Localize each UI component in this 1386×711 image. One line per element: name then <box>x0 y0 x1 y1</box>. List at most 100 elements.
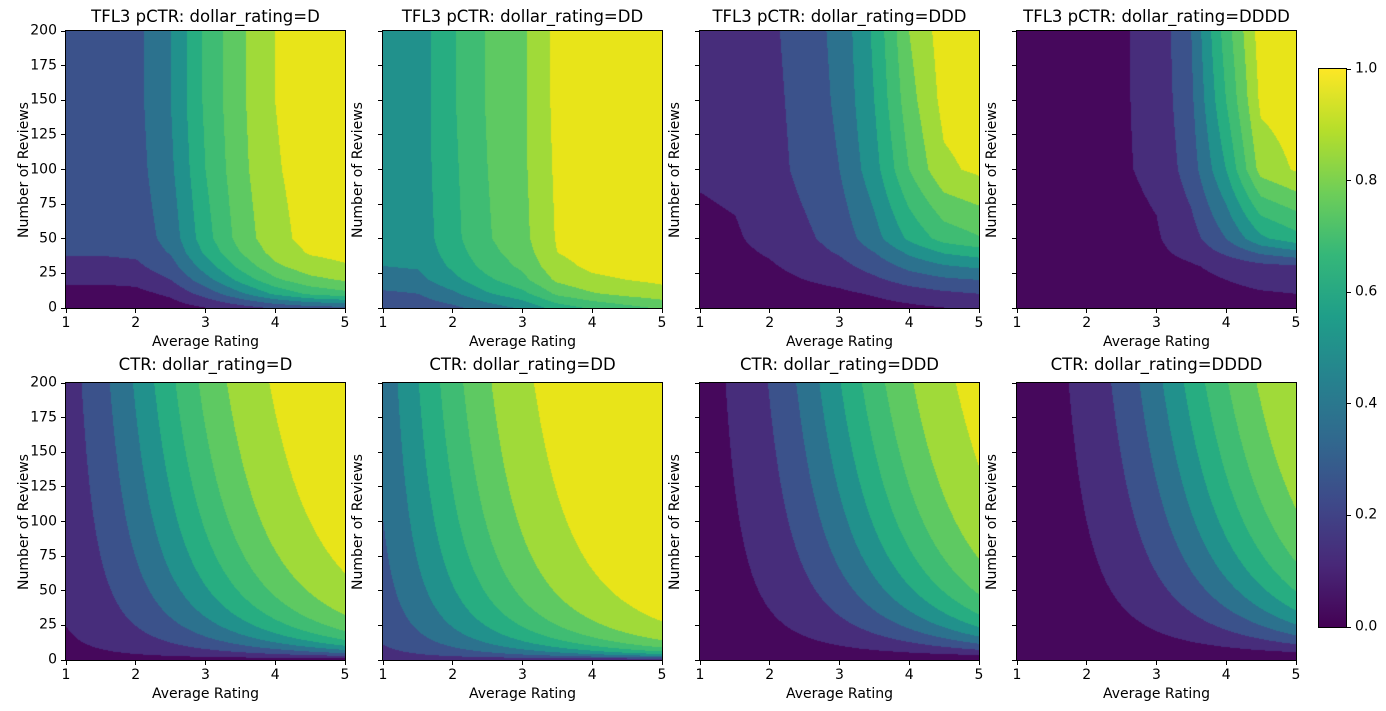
y-axis-label: Number of Reviews <box>984 101 1000 238</box>
y-tick-mark <box>61 624 65 626</box>
y-tick-mark <box>1012 382 1016 384</box>
x-tick-mark <box>1295 309 1297 313</box>
contour-plot-ctr-panel-3 <box>1016 382 1297 661</box>
y-tick-mark <box>1012 555 1016 557</box>
x-tick-label: 3 <box>1152 315 1161 331</box>
y-tick-mark <box>695 99 699 101</box>
x-tick-label: 4 <box>904 667 914 683</box>
y-tick-mark <box>1012 417 1016 419</box>
subplot-title: TFL3 pCTR: dollar_rating=DDD <box>712 7 967 26</box>
x-tick-label: 2 <box>131 667 141 683</box>
x-tick-label: 5 <box>657 315 667 331</box>
y-tick-mark <box>61 451 65 453</box>
y-tick-mark <box>1012 99 1016 101</box>
colorbar-tick-mark <box>1347 514 1351 516</box>
y-tick-mark <box>695 30 699 32</box>
y-tick-mark <box>695 307 699 309</box>
y-tick-mark <box>61 555 65 557</box>
x-tick-label: 2 <box>131 315 141 331</box>
subplot-title: TFL3 pCTR: dollar_rating=DD <box>401 7 644 26</box>
y-axis-label: Number of Reviews <box>350 453 366 590</box>
y-tick-mark <box>378 521 382 522</box>
y-tick-mark <box>378 417 382 419</box>
colorbar-tick-label: 0.4 <box>1355 395 1378 412</box>
y-tick-mark <box>61 203 65 205</box>
x-tick-label: 1 <box>378 667 388 683</box>
y-tick-mark <box>378 169 382 170</box>
y-tick-label: 175 <box>30 409 57 426</box>
y-tick-label: 100 <box>30 161 57 177</box>
contour-plot-ctr-panel-1 <box>382 382 663 661</box>
y-tick-mark <box>61 417 65 419</box>
y-tick-mark <box>1012 486 1016 488</box>
y-tick-mark <box>1012 203 1016 205</box>
x-tick-mark <box>661 309 663 313</box>
y-tick-mark <box>695 521 699 522</box>
y-tick-mark <box>61 521 65 522</box>
y-tick-mark <box>61 272 65 274</box>
y-axis-label: Number of Reviews <box>16 101 32 238</box>
y-tick-mark <box>1012 451 1016 453</box>
x-tick-mark <box>1016 309 1018 313</box>
x-tick-label: 4 <box>1221 315 1231 331</box>
subplot-title: TFL3 pCTR: dollar_rating=D <box>91 7 320 26</box>
x-tick-mark <box>522 661 523 665</box>
y-tick-label: 125 <box>30 478 57 495</box>
y-tick-mark <box>378 590 382 592</box>
x-tick-mark <box>1225 661 1227 665</box>
y-tick-label: 150 <box>30 443 57 460</box>
y-tick-mark <box>378 451 382 453</box>
y-tick-label: 25 <box>39 616 57 633</box>
y-tick-mark <box>1012 307 1016 309</box>
x-tick-label: 5 <box>1291 315 1301 331</box>
y-tick-mark <box>1012 590 1016 592</box>
x-tick-label: 2 <box>765 315 775 331</box>
x-tick-label: 3 <box>1152 667 1161 683</box>
y-tick-mark <box>695 238 699 240</box>
y-tick-mark <box>695 624 699 626</box>
y-tick-mark <box>61 486 65 488</box>
x-tick-label: 2 <box>448 667 458 683</box>
subplot-title: CTR: dollar_rating=DDDD <box>1050 355 1263 374</box>
x-tick-mark <box>591 661 593 665</box>
y-tick-mark <box>61 65 65 67</box>
x-tick-label: 1 <box>61 667 71 683</box>
x-tick-label: 1 <box>61 315 71 331</box>
x-tick-mark <box>699 309 701 313</box>
y-tick-mark <box>378 555 382 557</box>
y-tick-mark <box>695 659 699 661</box>
subplot-title: CTR: dollar_rating=D <box>118 355 293 374</box>
x-tick-mark <box>769 309 771 313</box>
x-tick-mark <box>382 661 384 665</box>
x-tick-label: 4 <box>587 315 597 331</box>
x-tick-mark <box>65 661 67 665</box>
x-tick-mark <box>452 309 454 313</box>
colorbar-tick-mark <box>1347 68 1351 70</box>
y-tick-mark <box>695 169 699 170</box>
y-tick-mark <box>695 382 699 384</box>
y-tick-mark <box>378 65 382 67</box>
y-tick-mark <box>378 307 382 309</box>
y-tick-mark <box>1012 521 1016 522</box>
x-tick-label: 5 <box>974 315 984 331</box>
x-axis-label: Average Rating <box>151 334 260 350</box>
x-tick-mark <box>699 661 701 665</box>
x-tick-label: 4 <box>270 315 280 331</box>
y-tick-mark <box>1012 65 1016 67</box>
contour-plot-tfl3-panel-1 <box>382 30 663 309</box>
y-tick-mark <box>378 272 382 274</box>
x-tick-mark <box>839 309 840 313</box>
y-tick-label: 150 <box>30 91 57 108</box>
y-tick-label: 100 <box>30 513 57 529</box>
colorbar-tick-label: 0.6 <box>1355 283 1378 300</box>
x-axis-label: Average Rating <box>468 686 577 702</box>
y-tick-label: 125 <box>30 126 57 143</box>
y-tick-mark <box>1012 169 1016 170</box>
y-tick-label: 0 <box>48 299 57 316</box>
y-tick-mark <box>378 203 382 205</box>
y-tick-mark <box>695 134 699 136</box>
y-tick-mark <box>1012 659 1016 661</box>
y-tick-label: 175 <box>30 57 57 74</box>
colorbar-tick-mark <box>1347 403 1351 405</box>
y-tick-mark <box>695 451 699 453</box>
